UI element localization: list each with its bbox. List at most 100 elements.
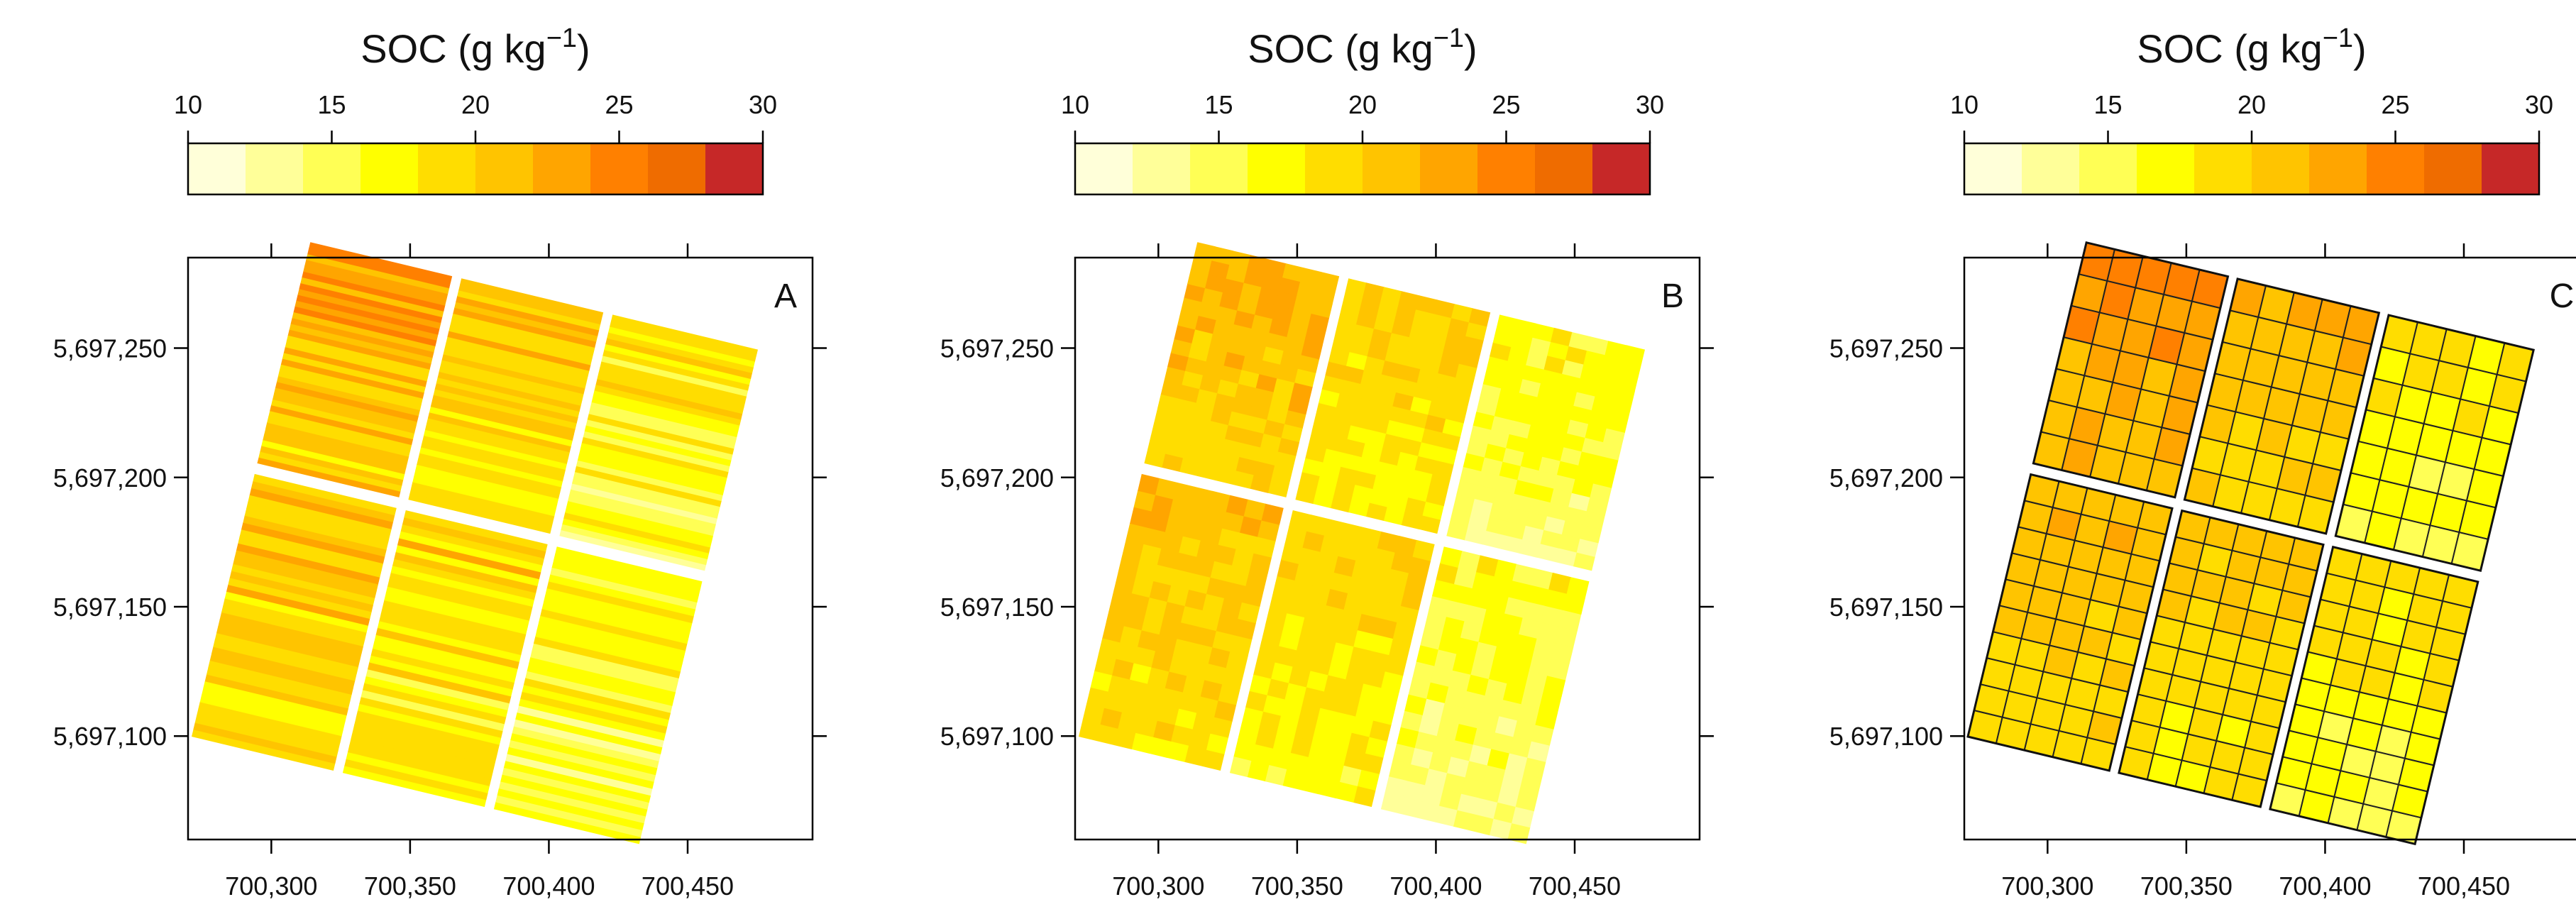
raster-cell	[1373, 703, 1396, 725]
raster-cell	[507, 747, 654, 789]
raster-cell	[1444, 331, 1466, 351]
colorbar-tick-label: 15	[317, 90, 346, 119]
raster-cell	[1328, 658, 1350, 680]
raster-cell	[1143, 527, 1166, 549]
raster-cell	[1135, 560, 1158, 582]
raster-cell	[1547, 659, 1570, 681]
colorbar-swatch	[2252, 143, 2310, 194]
raster-cell	[1384, 506, 1406, 526]
raster-cell	[270, 405, 414, 446]
raster-cell	[571, 483, 717, 524]
raster-cell	[1257, 641, 1279, 663]
raster-cell	[510, 732, 658, 776]
raster-cell	[1472, 571, 1495, 593]
raster-cell	[543, 595, 691, 637]
raster-cell	[1116, 642, 1138, 664]
raster-cell	[1462, 336, 1484, 355]
raster-cell	[1532, 483, 1554, 503]
raster-cell	[1086, 687, 1109, 708]
raster-cell	[1429, 752, 1452, 774]
raster-cell	[1466, 439, 1489, 458]
raster-cell	[226, 584, 370, 626]
block-outline	[2118, 509, 2325, 808]
raster-cell	[1257, 446, 1279, 466]
raster-cell	[1202, 749, 1225, 771]
raster-cell	[1514, 634, 1538, 656]
raster-cell	[1400, 437, 1422, 456]
raster-cell	[1499, 699, 1522, 721]
raster-cell	[249, 488, 394, 529]
raster-cell	[1359, 527, 1382, 549]
raster-cell	[1508, 580, 1531, 602]
raster-cell	[1247, 255, 1269, 274]
raster-cell	[1269, 748, 1292, 770]
raster-cell	[1208, 490, 1231, 512]
raster-cell	[1130, 507, 1152, 528]
raster-cell	[573, 471, 720, 513]
raster-cell	[1273, 378, 1295, 397]
panel-label: C	[2550, 277, 2575, 315]
field-block-sw	[1966, 473, 2174, 772]
raster-cell	[1375, 387, 1397, 407]
raster-cell	[1185, 356, 1207, 375]
raster-cell	[1519, 539, 1541, 558]
raster-cell	[1311, 299, 1333, 319]
raster-cell	[273, 393, 417, 434]
raster-cell	[274, 387, 418, 428]
raster-cell	[1204, 434, 1226, 453]
raster-cell	[365, 668, 510, 710]
raster-cell	[1388, 332, 1410, 351]
raster-cell	[1220, 598, 1243, 620]
raster-cell	[1301, 458, 1323, 477]
raster-cell	[260, 445, 404, 486]
raster-cell	[1139, 700, 1162, 721]
colorbar-swatch	[2424, 143, 2482, 194]
raster-cell	[1402, 351, 1424, 370]
raster-cell	[1313, 490, 1335, 509]
raster-cell	[344, 759, 488, 800]
raster-cell	[1522, 365, 1545, 384]
raster-cell	[1290, 736, 1313, 757]
raster-cell	[1275, 645, 1297, 667]
raster-cell	[1347, 424, 1369, 444]
raster-cell	[1486, 356, 1509, 375]
raster-cell	[1465, 760, 1488, 782]
raster-cell	[1251, 314, 1273, 334]
raster-cell	[583, 431, 730, 473]
raster-cell	[1411, 747, 1433, 769]
raster-cell	[1495, 715, 1518, 737]
raster-cell	[572, 477, 719, 519]
raster-cell	[373, 641, 517, 683]
raster-cell	[1277, 437, 1300, 456]
y-tick-label: 5,697,200	[1829, 463, 1943, 492]
raster-cell	[199, 695, 344, 737]
colorbar-swatch	[303, 143, 361, 194]
raster-cell	[1206, 733, 1229, 754]
raster-cell	[1332, 642, 1355, 664]
raster-cell	[1425, 768, 1448, 790]
field-block-n-center	[1295, 278, 1491, 534]
raster-cell	[1113, 728, 1136, 750]
raster-cell	[1213, 319, 1235, 339]
raster-cell	[1606, 414, 1629, 433]
raster-cell	[533, 636, 681, 678]
raster-cell	[598, 367, 746, 409]
raster-cell	[444, 342, 588, 383]
raster-cell	[1312, 724, 1335, 745]
field-block-nw	[2032, 241, 2230, 499]
raster-cell	[1502, 683, 1526, 705]
raster-cell	[1476, 555, 1499, 577]
raster-cell	[1271, 465, 1293, 484]
raster-cell	[1301, 341, 1323, 360]
raster-cell	[1382, 433, 1404, 452]
raster-cell	[197, 708, 341, 750]
raster-cell	[1448, 317, 1470, 336]
raster-cell	[1336, 625, 1358, 647]
raster-cell	[580, 442, 727, 484]
raster-cell	[1265, 332, 1287, 351]
raster-cell	[1297, 281, 1319, 300]
raster-cell	[585, 419, 733, 461]
raster-cell	[1409, 323, 1431, 342]
colorbar-swatch	[360, 143, 419, 194]
